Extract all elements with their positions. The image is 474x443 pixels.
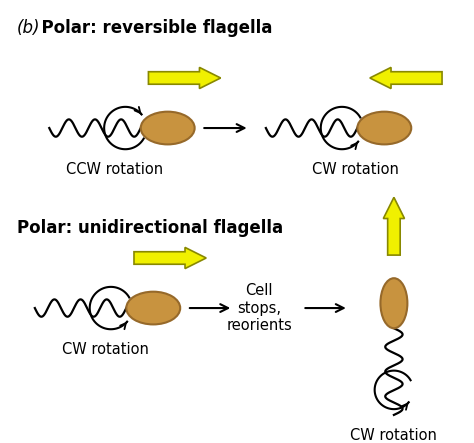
FancyArrow shape	[370, 67, 442, 89]
Ellipse shape	[357, 112, 411, 144]
Text: Cell
stops,
reorients: Cell stops, reorients	[226, 283, 292, 333]
Ellipse shape	[381, 278, 407, 328]
Text: CW rotation: CW rotation	[350, 428, 438, 443]
Ellipse shape	[126, 291, 180, 324]
Text: CW rotation: CW rotation	[62, 342, 148, 357]
FancyArrow shape	[148, 67, 220, 89]
Text: Polar: unidirectional flagella: Polar: unidirectional flagella	[17, 219, 283, 237]
FancyArrow shape	[383, 197, 404, 255]
FancyArrow shape	[134, 247, 206, 268]
Text: CW rotation: CW rotation	[312, 162, 399, 177]
Text: CCW rotation: CCW rotation	[66, 162, 164, 177]
Ellipse shape	[141, 112, 195, 144]
Text: Polar: reversible flagella: Polar: reversible flagella	[30, 19, 273, 37]
Text: (b): (b)	[17, 19, 40, 37]
